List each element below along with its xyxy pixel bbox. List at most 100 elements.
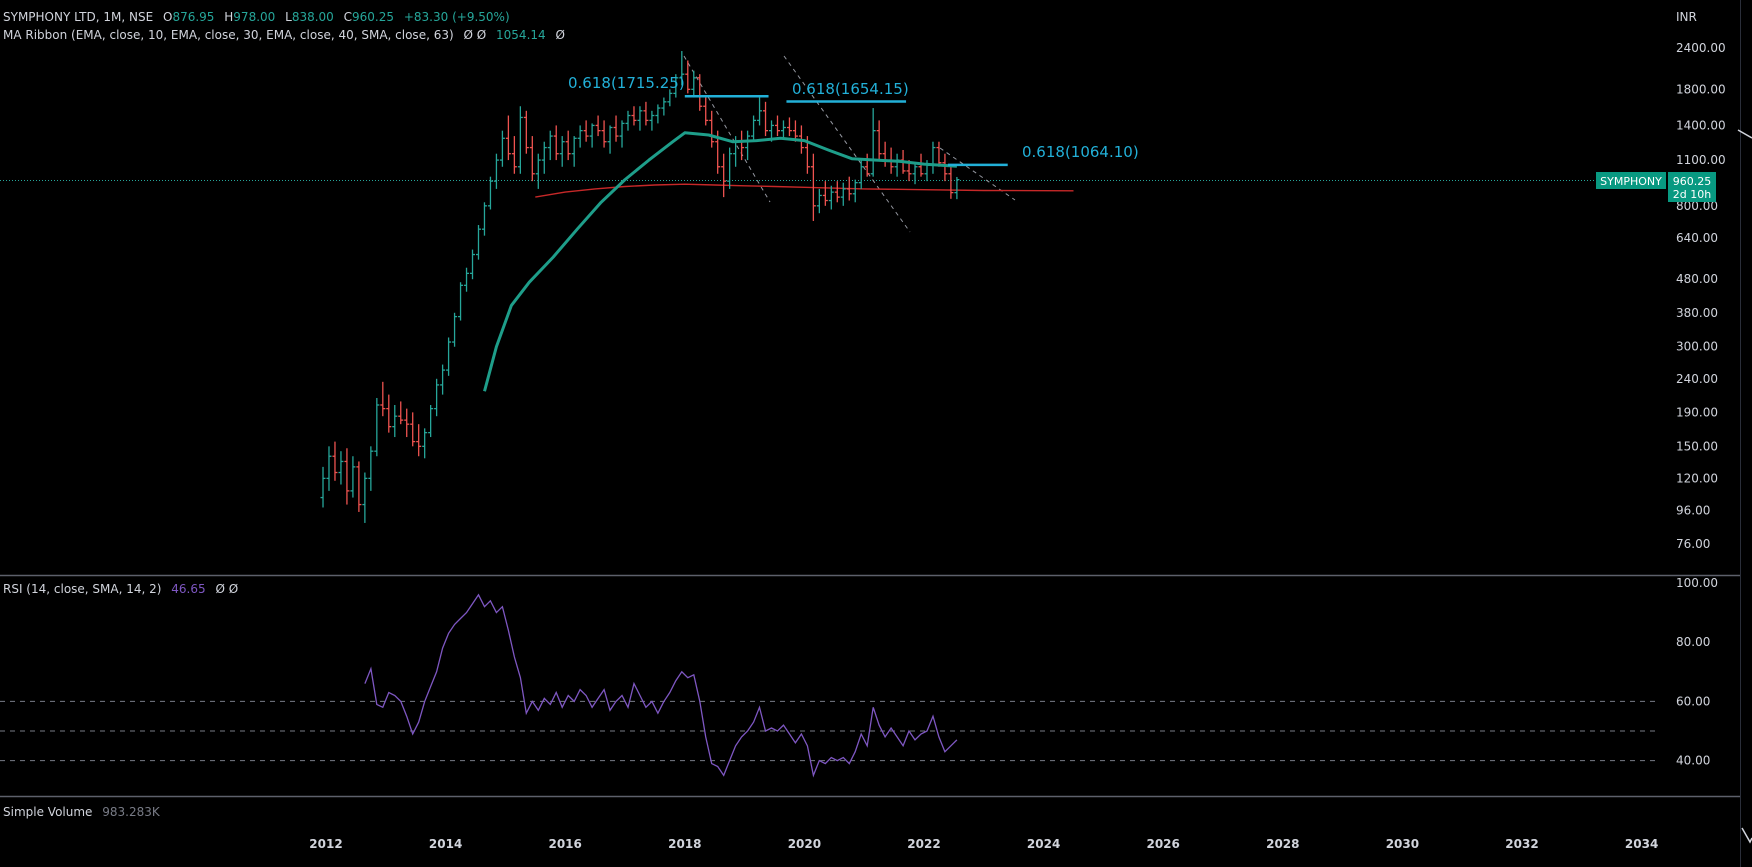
ohlc-bar[interactable] [553, 125, 559, 161]
time-axis[interactable]: 2012 2014 2016 2018 2020 2022 2024 2026 2028 2030… [309, 837, 1658, 851]
ohlc-bar[interactable] [547, 130, 553, 161]
ohlc-bar[interactable] [583, 120, 589, 142]
ohlc-bar[interactable] [816, 188, 822, 214]
ohlc-bar[interactable] [571, 136, 577, 167]
ohlc-bar[interactable] [595, 115, 601, 137]
ohlc-bar[interactable] [374, 397, 380, 457]
ohlc-bar[interactable] [792, 120, 798, 142]
ohlc-bar[interactable] [673, 74, 679, 98]
ohlc-bar[interactable] [386, 394, 392, 433]
fib-label-2[interactable]: 0.618(1654.15) [792, 80, 909, 98]
currency-label[interactable]: INR [1676, 10, 1697, 24]
ohlc-bar[interactable] [535, 153, 541, 189]
ohlc-bar[interactable] [404, 408, 410, 438]
ohlc-bar[interactable] [470, 249, 476, 280]
ohlc-bar[interactable] [589, 123, 595, 148]
ohlc-bar[interactable] [786, 117, 792, 137]
ohlc-bar[interactable] [774, 115, 780, 137]
ohlc-bar[interactable] [637, 106, 643, 131]
ohlc-bar[interactable] [721, 153, 727, 198]
rsi-line[interactable] [364, 593, 958, 778]
price-badge[interactable]: SYMPHONY 960.25 2d 10h [1596, 172, 1716, 202]
ohlc-bar[interactable] [398, 401, 404, 425]
ohlc-bar[interactable] [685, 60, 691, 94]
ohlc-bar[interactable] [344, 448, 350, 505]
ohlc-bar[interactable] [332, 441, 338, 481]
ohlc-bar[interactable] [380, 381, 386, 417]
ohlc-bar[interactable] [625, 110, 631, 131]
rsi-axis[interactable]: 100.00 80.00 60.00 40.00 [1676, 576, 1718, 768]
ohlc-bar[interactable] [745, 130, 751, 161]
ohlc-bar[interactable] [529, 136, 535, 182]
ohlc-bar[interactable] [828, 185, 834, 210]
ohlc-bar[interactable] [613, 115, 619, 142]
ohlc-bar[interactable] [511, 136, 517, 174]
ohlc-bar[interactable] [416, 424, 422, 457]
ohlc-bar[interactable] [362, 472, 368, 523]
ohlc-bar[interactable] [559, 136, 565, 167]
symbol-legend[interactable]: SYMPHONY LTD, 1M, NSE O876.95 H978.00 L8… [3, 10, 510, 24]
ohlc-bar[interactable] [667, 89, 673, 107]
ohlc-bar[interactable] [649, 110, 655, 131]
ohlc-bar[interactable] [822, 181, 828, 206]
ohlc-bar[interactable] [703, 97, 709, 126]
ohlc-bar[interactable] [942, 153, 948, 182]
ohlc-bar[interactable] [655, 104, 661, 124]
ohlc-bar[interactable] [565, 130, 571, 161]
ohlc-bar[interactable] [954, 176, 960, 200]
ohlc-bar[interactable] [428, 404, 434, 438]
ohlc-bar[interactable] [422, 428, 428, 459]
ohlc-bar[interactable] [679, 51, 685, 86]
ohlc-bar[interactable] [392, 404, 398, 438]
ohlc-bar[interactable] [852, 179, 858, 203]
ohlc-bar[interactable] [840, 182, 846, 206]
ohlc-bar[interactable] [338, 451, 344, 485]
ohlc-bar[interactable] [517, 106, 523, 174]
ohlc-bar[interactable] [505, 115, 511, 161]
ohlc-bar[interactable] [577, 125, 583, 148]
ohlc-bar[interactable] [780, 120, 786, 139]
ohlc-bar[interactable] [870, 108, 876, 177]
ohlc-bar[interactable] [691, 70, 697, 98]
ohlc-bar[interactable] [631, 106, 637, 126]
ohlc-bar[interactable] [458, 282, 464, 321]
ohlc-bar[interactable] [864, 153, 870, 177]
ohlc-bar[interactable] [846, 176, 852, 201]
ohlc-bar[interactable] [541, 141, 547, 174]
fib-lines[interactable] [684, 95, 1008, 167]
ohlc-bar[interactable] [810, 153, 816, 221]
ohlc-bar[interactable] [607, 125, 613, 154]
ohlc-bar[interactable] [481, 202, 487, 236]
ohlc-bar[interactable] [912, 162, 918, 185]
ohlc-bar[interactable] [834, 181, 840, 203]
ohlc-bar[interactable] [350, 456, 356, 498]
ohlc-bar[interactable] [757, 97, 763, 126]
ohlc-bar[interactable] [523, 110, 529, 154]
ohlc-bar[interactable] [948, 166, 954, 199]
volume-legend[interactable]: Simple Volume 983.283K [3, 805, 161, 819]
ohlc-bar[interactable] [368, 446, 374, 491]
rsi-legend[interactable]: RSI (14, close, SMA, 14, 2) 46.65 Ø Ø [3, 582, 238, 596]
ohlc-bar[interactable] [936, 141, 942, 167]
ohlc-bar[interactable] [410, 412, 416, 447]
ohlc-bar[interactable] [326, 446, 332, 491]
ohlc-bar[interactable] [661, 97, 667, 116]
price-axis[interactable]: 2400.00 1800.00 1400.00 1100.00 800.00 640.00… [1676, 41, 1726, 551]
ohlc-bar[interactable] [697, 74, 703, 111]
ohlc-bar[interactable] [440, 364, 446, 395]
ohlc-bar[interactable] [320, 466, 326, 508]
ohlc-bar[interactable] [434, 378, 440, 417]
ohlc-bar[interactable] [493, 153, 499, 189]
price-series[interactable] [320, 51, 960, 523]
ohlc-bar[interactable] [763, 101, 769, 137]
ohlc-bar[interactable] [356, 461, 362, 512]
ema-line[interactable] [483, 131, 957, 392]
fib-label-3[interactable]: 0.618(1064.10) [1022, 143, 1139, 161]
ohlc-bar[interactable] [499, 130, 505, 167]
ohlc-bar[interactable] [619, 120, 625, 148]
ohlc-bar[interactable] [601, 120, 607, 148]
ohlc-bar[interactable] [858, 160, 864, 189]
ohlc-bar[interactable] [487, 176, 493, 210]
fib-label-1[interactable]: 0.618(1715.25) [568, 74, 685, 92]
